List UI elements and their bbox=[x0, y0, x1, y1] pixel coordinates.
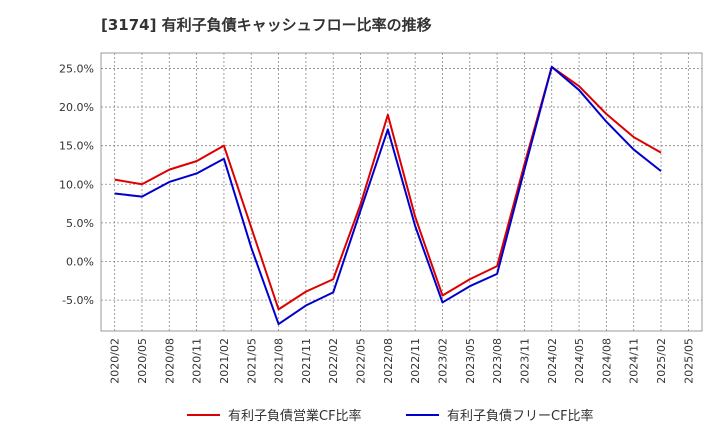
x-tick-label: 2025/02 bbox=[655, 338, 668, 384]
y-tick-label: 10.0% bbox=[59, 178, 94, 191]
y-tick-label: 15.0% bbox=[59, 140, 94, 153]
legend-label-1: 有利子負債営業CF比率 bbox=[228, 408, 362, 424]
x-tick-label: 2021/02 bbox=[218, 338, 231, 384]
legend-label-2: 有利子負債フリーCF比率 bbox=[447, 408, 594, 424]
series-lines bbox=[114, 65, 662, 326]
x-tick-label: 2022/05 bbox=[355, 338, 368, 384]
x-tick-label: 2022/11 bbox=[409, 338, 422, 384]
plot-frame bbox=[100, 52, 703, 332]
x-tick-label: 2020/02 bbox=[109, 338, 122, 384]
x-tick-label: 2020/05 bbox=[136, 338, 149, 384]
y-tick-label: 20.0% bbox=[59, 101, 94, 114]
grid-lines bbox=[101, 53, 702, 331]
series-line-1 bbox=[114, 65, 662, 311]
x-axis-ticks: 2020/02 2020/05 2020/08 2020/11 2021/02 2021/… bbox=[109, 338, 696, 384]
x-tick-label: 2024/02 bbox=[546, 338, 559, 384]
x-tick-label: 2021/11 bbox=[300, 338, 313, 384]
x-tick-label: 2021/05 bbox=[245, 338, 258, 384]
x-tick-label: 2020/08 bbox=[163, 338, 176, 384]
x-tick-label: 2025/05 bbox=[682, 338, 695, 384]
y-axis-ticks: 25.0% 20.0% 15.0% 10.0% 5.0% 0.0% -5.0% bbox=[59, 62, 94, 307]
x-tick-label: 2021/08 bbox=[273, 338, 286, 384]
x-tick-label: 2023/05 bbox=[464, 338, 477, 384]
chart-title: [3174] 有利子負債キャッシュフロー比率の推移 bbox=[101, 16, 432, 34]
x-tick-label: 2022/08 bbox=[382, 338, 395, 384]
x-tick-label: 2024/11 bbox=[628, 338, 641, 384]
x-tick-label: 2023/11 bbox=[518, 338, 531, 384]
series-line-2 bbox=[114, 65, 662, 326]
x-tick-label: 2023/02 bbox=[436, 338, 449, 384]
legend: 有利子負債営業CF比率 有利子負債フリーCF比率 bbox=[187, 408, 594, 424]
x-tick-label: 2022/02 bbox=[327, 338, 340, 384]
y-tick-label: 25.0% bbox=[59, 62, 94, 75]
x-tick-label: 2020/11 bbox=[191, 338, 204, 384]
y-tick-label: 5.0% bbox=[66, 217, 94, 230]
y-tick-label: 0.0% bbox=[66, 256, 94, 269]
x-tick-label: 2023/08 bbox=[491, 338, 504, 384]
x-tick-label: 2024/05 bbox=[573, 338, 586, 384]
x-tick-label: 2024/08 bbox=[600, 338, 613, 384]
y-tick-label: -5.0% bbox=[62, 294, 94, 307]
